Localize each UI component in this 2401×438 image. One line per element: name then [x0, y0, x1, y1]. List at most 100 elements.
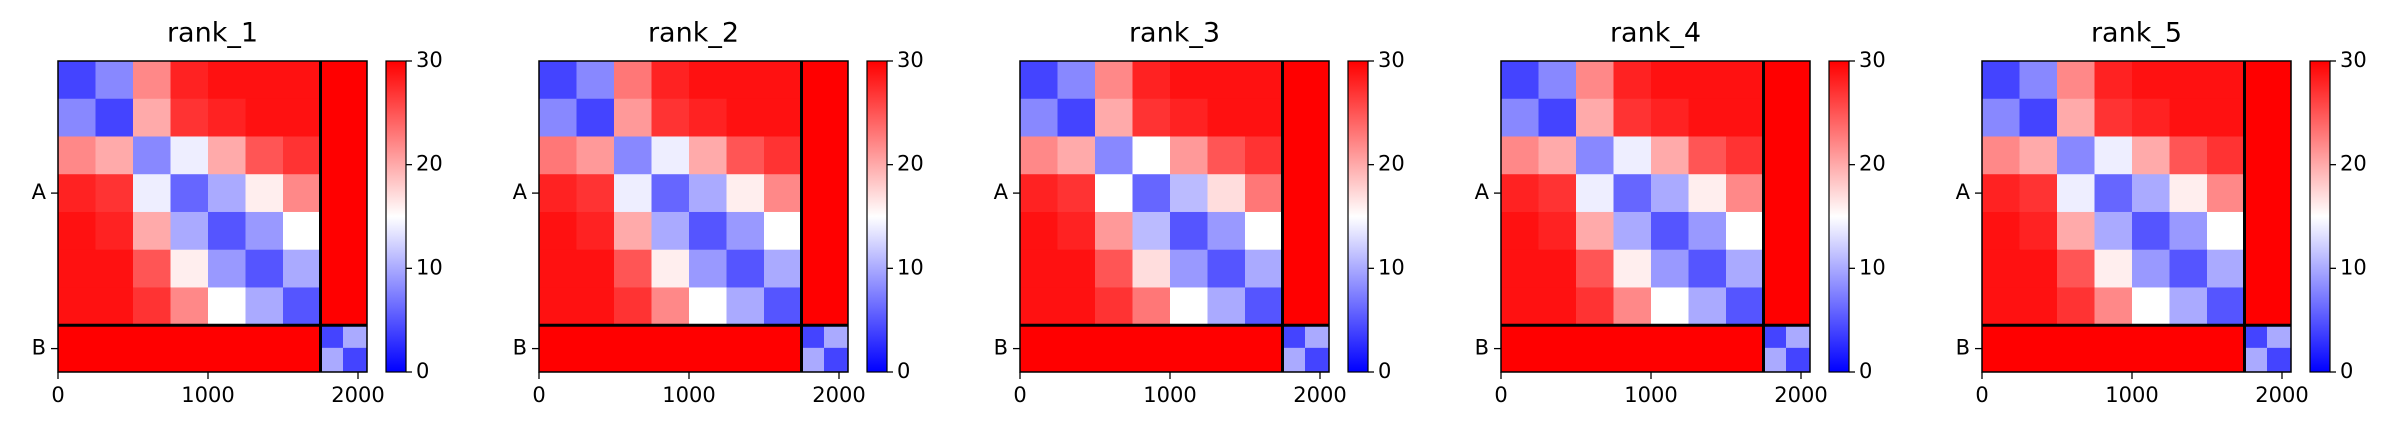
heatmap-cell	[2267, 287, 2292, 326]
plot-frame	[57, 60, 368, 373]
heatmap-cell	[1982, 211, 2020, 251]
heatmap-cell	[1305, 174, 1330, 213]
heatmap-cell	[2094, 249, 2133, 288]
heatmap-cell	[689, 98, 727, 137]
heatmap-cell	[1305, 347, 1330, 373]
heatmap-cell	[1282, 136, 1306, 175]
heatmap-cell	[2169, 347, 2208, 373]
heatmap-cell	[2132, 325, 2170, 349]
x-tick-label: 2000	[1774, 383, 1827, 407]
heatmap-cell	[2169, 211, 2208, 251]
heatmap-cell	[614, 347, 652, 373]
heatmap-cell	[2019, 136, 2058, 175]
heatmap-cell	[2132, 347, 2170, 373]
heatmap-cell	[245, 347, 284, 373]
colorbar-tick-label: 10	[2340, 255, 2367, 279]
heatmap-cell	[614, 136, 652, 175]
plot-frame	[1981, 60, 2292, 373]
heatmap-cell	[1576, 98, 1614, 137]
heatmap-cell	[2094, 211, 2133, 251]
panel-title: rank_3	[1129, 18, 1220, 49]
heatmap-cell	[1726, 174, 1764, 213]
heatmap-cell	[1786, 61, 1811, 100]
heatmap-cell	[2094, 61, 2133, 100]
heatmap-cell	[2169, 136, 2208, 175]
heatmap-cell	[1982, 249, 2020, 288]
colorbar	[1347, 60, 1369, 373]
heatmap-cell	[1245, 61, 1283, 100]
heatmap-cell	[2169, 325, 2208, 349]
heatmap-cell	[1020, 174, 1058, 213]
heatmap-cell	[283, 61, 321, 100]
heatmap-cell	[651, 249, 690, 288]
heatmap-cell	[1095, 174, 1133, 213]
heatmap-cell	[1538, 174, 1577, 213]
colorbar-tick-label: 10	[897, 255, 924, 279]
heatmap-cell	[2169, 61, 2208, 100]
heatmap-cell	[1245, 287, 1283, 326]
heatmap-cell	[133, 287, 171, 326]
heatmap-cell	[2132, 61, 2170, 100]
heatmap-cell	[1132, 347, 1171, 373]
colorbar-tick-label: 30	[2340, 48, 2367, 72]
heatmap-cell	[1170, 249, 1208, 288]
heatmap-cell	[58, 174, 96, 213]
heatmap-cell	[1132, 325, 1171, 349]
heatmap-cell	[58, 287, 96, 326]
heatmap-cell	[283, 98, 321, 137]
heatmap-cell	[1726, 61, 1764, 100]
heatmap-cell	[764, 136, 802, 175]
heatmap-cell	[824, 61, 849, 100]
heatmap-cell	[1282, 98, 1306, 137]
heatmap-cell	[1057, 287, 1096, 326]
heatmap-cell	[1170, 98, 1208, 137]
heatmap-cell	[801, 325, 825, 349]
heatmap-cell	[208, 61, 246, 100]
heatmap-cell	[824, 347, 849, 373]
heatmap-cell	[2244, 287, 2268, 326]
heatmap-cell	[651, 325, 690, 349]
heatmap-cell	[2267, 61, 2292, 100]
x-tick-label: 0	[51, 383, 64, 407]
heatmap-cell	[1245, 211, 1283, 251]
heatmap-cell	[320, 61, 344, 100]
heatmap-cell	[133, 98, 171, 137]
heatmap-cell	[2267, 347, 2292, 373]
y-tick-label: A	[513, 180, 528, 204]
heatmap-cell	[2169, 174, 2208, 213]
heatmap-cell	[95, 249, 134, 288]
heatmap-cell	[1613, 347, 1652, 373]
heatmap-cell	[1786, 98, 1811, 137]
colorbar-tick-label: 10	[1378, 255, 1405, 279]
heatmap-cell	[2207, 325, 2245, 349]
heatmap-cell	[320, 347, 344, 373]
heatmap-cell	[576, 174, 615, 213]
heatmap-cell	[343, 347, 368, 373]
heatmap-cell	[2244, 98, 2268, 137]
heatmap-cell	[1020, 325, 1058, 349]
heatmap-cell	[170, 249, 209, 288]
heatmap-cell	[1576, 136, 1614, 175]
y-tick-label: B	[513, 336, 527, 360]
heatmap-cell	[764, 325, 802, 349]
heatmap-cell	[824, 174, 849, 213]
heatmap-cell	[1688, 98, 1727, 137]
heatmap-cell	[245, 211, 284, 251]
y-tick-label: A	[1956, 180, 1971, 204]
heatmap-cell	[1786, 287, 1811, 326]
heatmap-cell	[1095, 61, 1133, 100]
heatmap-cell	[2267, 174, 2292, 213]
heatmap-cell	[539, 347, 577, 373]
heatmap-cell	[614, 98, 652, 137]
heatmap-cell	[824, 98, 849, 137]
colorbar-tick-label: 0	[1859, 359, 1872, 383]
heatmap-cell	[824, 211, 849, 251]
heatmap-cell	[343, 98, 368, 137]
heatmap-cell	[1095, 136, 1133, 175]
heatmap-cell	[170, 98, 209, 137]
heatmap-cell	[2057, 249, 2095, 288]
y-tick-label: A	[994, 180, 1009, 204]
heatmap-cell	[1763, 211, 1787, 251]
